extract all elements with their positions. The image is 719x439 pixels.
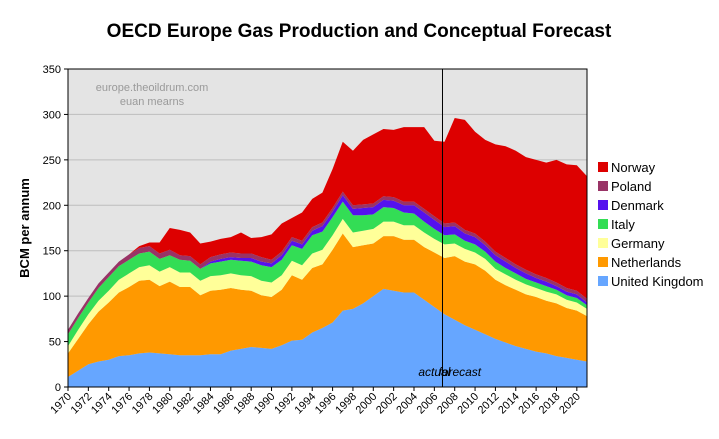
area-norway [68, 118, 587, 330]
x-tick-label: 1998 [333, 391, 359, 417]
legend-label-netherlands: Netherlands [611, 255, 682, 270]
x-tick-label: 2018 [537, 391, 563, 417]
legend-swatch-united-kingdom [598, 276, 608, 286]
y-axis-label: BCM per annum [17, 178, 32, 278]
watermark-line-1: europe.theoildrum.com [96, 82, 209, 94]
y-tick-label: 0 [55, 382, 61, 394]
legend-label-norway: Norway [611, 160, 656, 175]
x-tick-label: 1996 [313, 391, 339, 417]
area-italy [68, 201, 587, 347]
x-tick-label: 1978 [130, 391, 156, 417]
legend-label-germany: Germany [611, 236, 665, 251]
annotation-actual: actual [418, 365, 450, 379]
x-tick-label: 1990 [252, 391, 278, 417]
watermark-line-2: euan mearns [120, 96, 185, 108]
x-tick-label: 1982 [170, 391, 196, 417]
plot-frame [67, 68, 588, 388]
x-tick-label: 2012 [476, 391, 502, 417]
y-tick-label: 50 [49, 337, 61, 349]
legend-swatch-netherlands [598, 257, 608, 267]
x-tick-label: 1994 [293, 391, 319, 417]
y-tick-label: 300 [43, 109, 61, 121]
x-tick-label: 1992 [272, 391, 298, 417]
legend-label-denmark: Denmark [611, 198, 664, 213]
x-tick-label: 1986 [211, 391, 237, 417]
watermark: europe.theoildrum.com euan mearns [96, 82, 209, 108]
x-tick-label: 1984 [191, 391, 217, 417]
x-tick-label: 2014 [496, 391, 522, 417]
x-tick-label: 1970 [48, 391, 74, 417]
legend-swatch-germany [598, 238, 608, 248]
legend-swatch-norway [598, 162, 608, 172]
area-germany [68, 218, 587, 354]
x-tick-label: 2004 [394, 391, 420, 417]
x-tick-label: 2000 [354, 391, 380, 417]
x-tick-label: 2010 [455, 391, 481, 417]
area-netherlands [68, 233, 587, 378]
y-tick-label: 150 [43, 246, 61, 258]
y-tick-label: 350 [43, 64, 61, 76]
x-tick-label: 1988 [231, 391, 257, 417]
area-denmark [68, 195, 587, 335]
chart-title: OECD Europe Gas Production and Conceptua… [107, 21, 612, 42]
legend-swatch-denmark [598, 200, 608, 210]
annotation-forecast: forecast [438, 365, 481, 379]
x-tick-label: 2002 [374, 391, 400, 417]
y-tick-label: 200 [43, 200, 61, 212]
y-tick-label: 250 [43, 155, 61, 167]
legend-label-poland: Poland [611, 179, 651, 194]
x-tick-label: 1980 [150, 391, 176, 417]
x-tick-label: 2016 [516, 391, 542, 417]
x-tick-label: 2006 [415, 391, 441, 417]
x-tick-label: 1972 [69, 391, 95, 417]
x-tick-label: 1974 [89, 391, 115, 417]
legend-swatch-poland [598, 181, 608, 191]
x-axis-ticks: 1970197219741976197819801982198419861988… [48, 387, 583, 416]
area-poland [68, 191, 587, 335]
legend: Norway Poland Denmark Italy Germany Netherlan… [598, 160, 704, 289]
x-tick-label: 2008 [435, 391, 461, 417]
y-tick-label: 100 [43, 291, 61, 303]
legend-label-italy: Italy [611, 217, 635, 232]
area-united-kingdom [68, 288, 587, 387]
legend-label-united-kingdom: United Kingdom [611, 274, 704, 289]
x-tick-label: 1976 [109, 391, 135, 417]
area-series-layer [68, 118, 587, 387]
y-axis-ticks: 0 50 100 150 200 250 300 350 [43, 64, 68, 394]
x-tick-label: 2020 [557, 391, 583, 417]
annotations: actual forecast [418, 365, 481, 379]
legend-swatch-italy [598, 219, 608, 229]
